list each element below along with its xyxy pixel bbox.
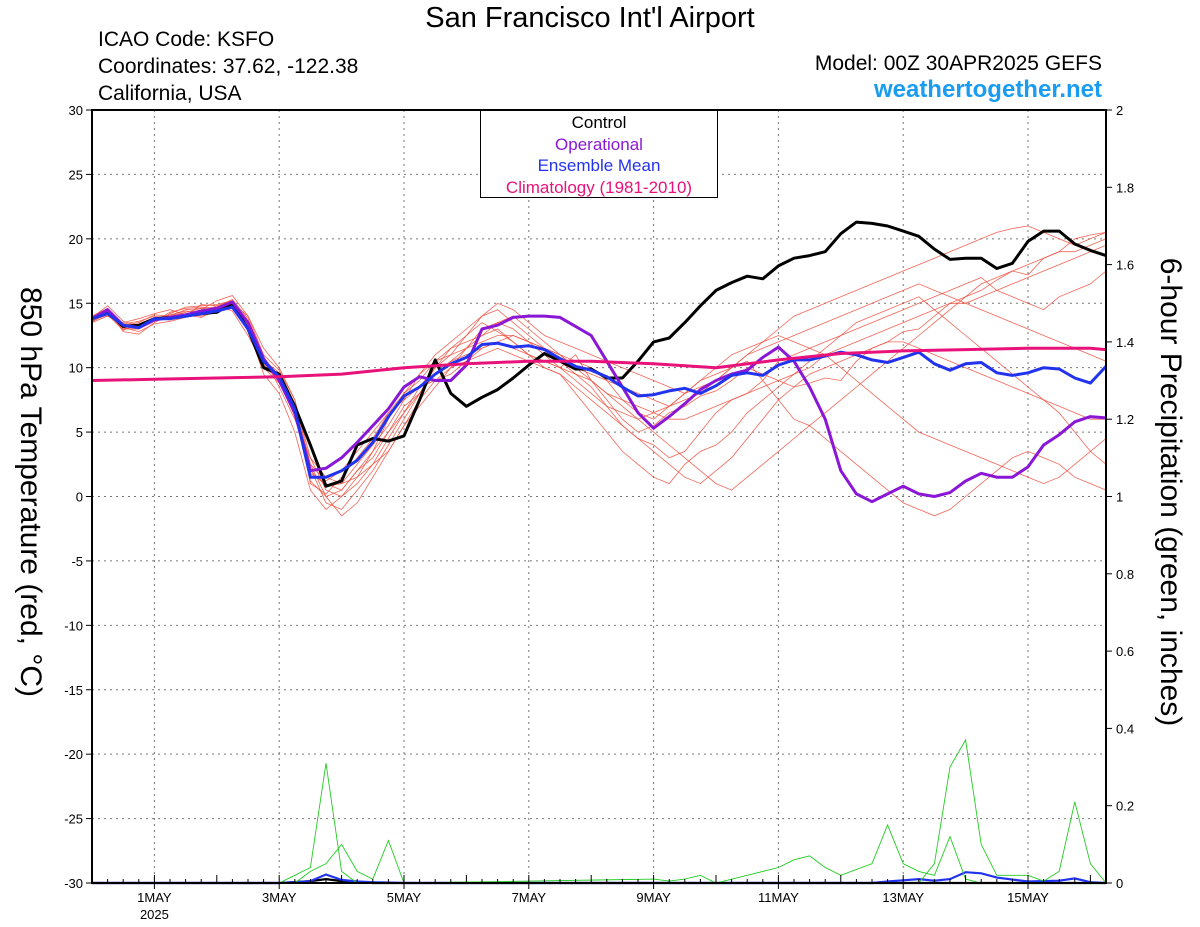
y-tick-label-right: 0.8 bbox=[1116, 567, 1134, 582]
axes: 302520151050-5-10-15-20-25-3021.81.61.41… bbox=[64, 103, 1134, 922]
grid bbox=[92, 109, 1106, 884]
operational-line bbox=[91, 300, 1107, 504]
chart-title: San Francisco Int'l Airport bbox=[425, 2, 755, 34]
x-tick-label: 13MAY bbox=[882, 890, 924, 905]
y-tick-label-right: 0 bbox=[1116, 876, 1123, 891]
ensemble-member-line-3 bbox=[91, 244, 1107, 497]
y-tick-label-left: 25 bbox=[69, 167, 83, 182]
y-tick-label-right: 1 bbox=[1116, 490, 1123, 505]
ensemble-member-line-1 bbox=[91, 232, 1107, 510]
legend-ensemble-mean: Ensemble Mean bbox=[537, 156, 661, 175]
region: California, USA bbox=[98, 82, 242, 105]
x-tick-label: 15MAY bbox=[1007, 890, 1049, 905]
y-tick-label-right: 0.2 bbox=[1116, 799, 1134, 814]
main-series bbox=[91, 220, 1108, 504]
plot-frame bbox=[91, 109, 1107, 884]
y-axis-label-left: 850 hPa Temperature (red, °C) bbox=[14, 287, 47, 697]
y-tick-label-left: -20 bbox=[64, 747, 83, 762]
legend-operational: Operational bbox=[555, 134, 643, 154]
precip_mean-line bbox=[92, 871, 1107, 885]
x-tick-label: 9MAY bbox=[636, 890, 671, 905]
y-tick-label-right: 1.2 bbox=[1116, 412, 1134, 427]
y-tick-label-left: 30 bbox=[69, 103, 83, 118]
y-tick-label-right: 0.6 bbox=[1116, 644, 1134, 659]
ensemble-members bbox=[91, 225, 1107, 517]
coordinates: Coordinates: 37.62, -122.38 bbox=[98, 55, 359, 78]
y-tick-label-right: 0.4 bbox=[1116, 721, 1134, 736]
y-tick-label-left: -5 bbox=[71, 554, 83, 569]
y-tick-label-left: 5 bbox=[76, 425, 83, 440]
precip_m2-line bbox=[92, 839, 1106, 884]
ensemble-member-line-7 bbox=[91, 302, 1107, 487]
y-tick-label-left: -15 bbox=[64, 683, 83, 698]
icao-code: ICAO Code: KSFO bbox=[98, 28, 275, 51]
legend-climatology: Climatology (1981-2010) bbox=[505, 177, 693, 197]
legend-control: Control bbox=[571, 113, 627, 132]
ensemble-member-line-4 bbox=[91, 304, 1107, 517]
model-run: Model: 00Z 30APR2025 GEFS bbox=[814, 52, 1102, 75]
x-tick-label: 7MAY bbox=[512, 890, 547, 905]
y-tick-label-left: 15 bbox=[69, 296, 83, 311]
y-tick-label-left: 20 bbox=[69, 232, 83, 247]
legend: Control Operational Ensemble Mean Climat… bbox=[480, 110, 718, 198]
y-tick-label-left: -10 bbox=[64, 618, 83, 633]
precipitation-series bbox=[92, 738, 1107, 885]
y-axis-label-right: 6-hour Precipitation (green, inches) bbox=[1154, 257, 1187, 727]
precip_m3-line bbox=[92, 738, 1107, 884]
precip_m1-line bbox=[92, 763, 1106, 884]
y-tick-label-right: 1.6 bbox=[1116, 258, 1134, 273]
y-tick-label-left: 0 bbox=[76, 490, 83, 505]
ensemble-member-line-9 bbox=[91, 238, 1107, 491]
climatology-line bbox=[91, 346, 1107, 382]
ensemble_mean-line bbox=[91, 305, 1108, 479]
x-tick-label: 1MAY bbox=[137, 890, 172, 905]
y-tick-label-left: -25 bbox=[64, 812, 83, 827]
x-tick-label: 3MAY bbox=[262, 890, 297, 905]
precip_m4-line bbox=[92, 823, 1106, 884]
x-tick-label: 11MAY bbox=[758, 890, 799, 905]
y-tick-label-right: 1.4 bbox=[1116, 335, 1134, 350]
x-tick-sublabel: 2025 bbox=[140, 907, 169, 922]
y-tick-label-right: 1.8 bbox=[1116, 180, 1134, 195]
ensemble-member-line-10 bbox=[91, 304, 1107, 497]
y-tick-label-left: -30 bbox=[64, 876, 83, 891]
y-tick-label-right: 2 bbox=[1116, 103, 1123, 118]
ensemble-member-line-2 bbox=[92, 270, 1107, 517]
site-link[interactable]: weathertogether.net bbox=[873, 76, 1102, 103]
ensemble-member-line-6 bbox=[91, 225, 1107, 485]
y-tick-label-left: 10 bbox=[69, 361, 83, 376]
x-tick-label: 5MAY bbox=[387, 890, 422, 905]
